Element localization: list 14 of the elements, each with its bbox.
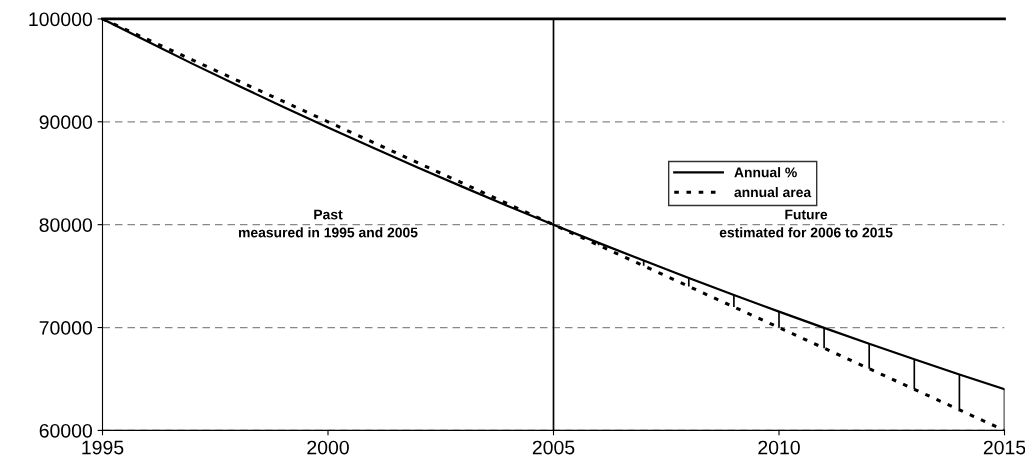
x-tick-label: 1995 bbox=[82, 440, 124, 455]
y-tick-label: 100000 bbox=[29, 12, 93, 27]
annotation: Past measured in 1995 and 2005 bbox=[238, 209, 418, 238]
x-tick-label: 2000 bbox=[307, 440, 349, 455]
legend-label: Annual % bbox=[734, 167, 797, 178]
x-tick-label: 2010 bbox=[758, 440, 800, 455]
y-tick-label: 60000 bbox=[39, 423, 93, 438]
x-tick-label: 2005 bbox=[532, 440, 575, 455]
y-tick-label: 70000 bbox=[39, 321, 93, 335]
legend-label: annual area bbox=[734, 187, 812, 198]
annotation: Future estimated for 2006 to 2015 bbox=[719, 209, 893, 238]
y-tick-label: 90000 bbox=[39, 115, 93, 130]
x-tick-label: 2015 bbox=[983, 440, 1025, 455]
y-tick-label: 80000 bbox=[39, 218, 93, 232]
